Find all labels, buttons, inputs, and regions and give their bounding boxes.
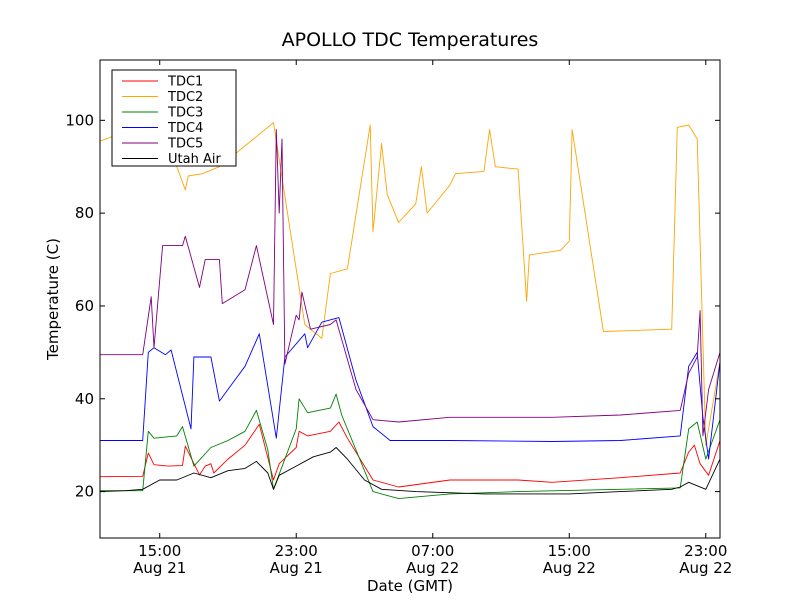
series-line-tdc3	[100, 393, 720, 500]
x-tick-label-time: 15:00	[138, 542, 181, 560]
x-tick-label-date: Aug 22	[543, 559, 596, 577]
y-tick-label: 20	[75, 483, 94, 501]
y-tick-label: 40	[75, 390, 94, 408]
legend-label-tdc5: TDC5	[167, 137, 203, 152]
x-tick-label-date: Aug 21	[133, 559, 186, 577]
x-tick-label-time: 15:00	[548, 542, 591, 560]
legend-label-tdc2: TDC2	[167, 90, 203, 105]
y-tick-label: 100	[65, 111, 94, 129]
series-line-utah-air	[100, 447, 720, 495]
legend-label-utah-air: Utah Air	[168, 152, 221, 167]
series-line-tdc2	[100, 122, 720, 446]
y-tick-label: 60	[75, 297, 94, 315]
x-axis-label: Date (GMT)	[367, 577, 453, 595]
y-tick-label: 80	[75, 204, 94, 222]
series-line-tdc1	[100, 421, 720, 488]
x-tick-label-time: 23:00	[275, 542, 318, 560]
legend-label-tdc1: TDC1	[167, 75, 203, 90]
chart-title: APOLLO TDC Temperatures	[282, 29, 539, 51]
x-tick-label-time: 23:00	[684, 542, 727, 560]
legend-label-tdc3: TDC3	[167, 106, 203, 121]
series-line-tdc5	[100, 129, 720, 437]
legend-box	[111, 69, 237, 167]
plot-area	[99, 59, 721, 539]
x-tick-label-date: Aug 22	[406, 559, 459, 577]
x-tick-label-date: Aug 21	[270, 559, 323, 577]
series-line-tdc4	[100, 317, 720, 460]
y-axis-label: Temperature (C)	[44, 238, 62, 361]
series-layer	[100, 122, 720, 500]
x-tick-label-time: 07:00	[411, 542, 454, 560]
legend-label-tdc4: TDC4	[167, 121, 203, 136]
x-tick-label-date: Aug 22	[679, 559, 732, 577]
